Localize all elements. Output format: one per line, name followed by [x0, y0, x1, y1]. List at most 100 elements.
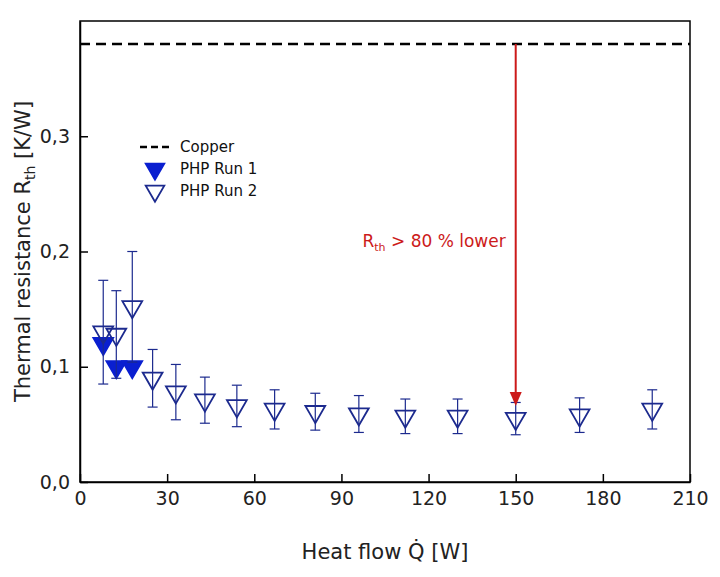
error-cap	[232, 426, 242, 427]
legend-swatch	[146, 164, 165, 180]
x-tick-label: 0	[74, 487, 86, 509]
point	[227, 400, 247, 417]
x-tick: 120	[411, 474, 447, 509]
error-cap	[232, 385, 242, 386]
x-tick-label: 210	[672, 487, 708, 509]
marker	[506, 413, 526, 430]
point	[106, 329, 126, 346]
x-tick-mark	[167, 474, 169, 482]
text-part: > 80 % lower	[386, 231, 506, 251]
error-cap	[270, 389, 280, 390]
legend-label: PHP Run 2	[180, 182, 257, 200]
arrow-head	[510, 392, 522, 406]
text-part: R	[362, 231, 374, 251]
legend-swatch	[146, 186, 165, 202]
marker	[122, 361, 142, 378]
marker	[395, 411, 415, 428]
error-cap	[270, 428, 280, 429]
x-tick: 150	[498, 474, 534, 509]
chart: 0 30 60 90 120 150 180 210 0,0 0,1 0,2 0,3 Heat flow…	[0, 0, 720, 577]
error-cap	[400, 398, 410, 399]
error-cap	[148, 406, 158, 407]
legend: Copper PHP Run 1 PHP Run 2	[140, 138, 257, 202]
point	[143, 373, 163, 390]
error-cap	[575, 432, 585, 433]
point	[349, 408, 369, 425]
legend-label: Copper	[180, 138, 235, 156]
point	[265, 404, 285, 421]
y-tick-label: 0,3	[40, 125, 70, 147]
legend-item: PHP Run 2	[146, 182, 258, 202]
x-tick-mark	[254, 474, 256, 482]
x-axis-title: Heat flow Q̇ [W]	[302, 539, 469, 564]
x-tick-label: 30	[156, 487, 180, 509]
marker	[349, 408, 369, 425]
plot-area	[80, 44, 690, 435]
legend-swatch	[140, 146, 170, 149]
error-cap	[400, 433, 410, 434]
annotation-text: Rth > 80 % lower	[362, 231, 505, 254]
marker	[570, 409, 590, 426]
y-tick-label: 0,2	[40, 240, 70, 262]
error-cap	[354, 432, 364, 433]
marker	[305, 406, 325, 423]
error-cap	[111, 378, 121, 379]
x-tick: 60	[243, 474, 267, 509]
error-cap	[200, 377, 210, 378]
y-tick-label: 0,1	[40, 355, 70, 377]
error-cap	[354, 395, 364, 396]
error-cap	[98, 280, 108, 281]
point	[642, 404, 662, 421]
point	[166, 386, 186, 403]
legend-marker	[146, 186, 165, 202]
point	[122, 301, 142, 318]
marker	[166, 386, 186, 403]
x-axis: 0 30 60 90 120 150 180 210	[74, 474, 708, 509]
subscript: th	[22, 166, 38, 180]
x-tick: 30	[156, 474, 180, 509]
y-tick-mark	[80, 482, 88, 484]
x-tick: 90	[330, 474, 354, 509]
y-tick: 0,1	[40, 355, 88, 377]
point	[305, 406, 325, 423]
series	[93, 252, 662, 435]
reference-line	[80, 43, 690, 46]
marker	[227, 400, 247, 417]
legend-item: Copper	[140, 138, 235, 156]
x-tick: 180	[585, 474, 621, 509]
y-tick-label: 0,0	[40, 471, 70, 493]
y-tick-mark	[80, 251, 88, 253]
x-tick-mark	[690, 474, 692, 482]
plot-frame	[80, 21, 690, 482]
error-cap	[171, 364, 181, 365]
error-cap	[310, 393, 320, 394]
x-tick-label: 150	[498, 487, 534, 509]
x-axis-line	[81, 482, 691, 484]
error-cap	[148, 349, 158, 350]
x-tick-label: 60	[243, 487, 267, 509]
legend-label: PHP Run 1	[180, 160, 257, 178]
error-cap	[127, 362, 137, 363]
arrow-shaft	[515, 44, 517, 394]
y-tick: 0,3	[40, 125, 88, 147]
marker	[195, 394, 215, 411]
subscript: th	[374, 241, 385, 254]
point	[506, 413, 526, 430]
x-tick-mark	[603, 474, 605, 482]
legend-item: PHP Run 1	[146, 160, 258, 180]
point	[395, 411, 415, 428]
error-cap	[575, 397, 585, 398]
point	[195, 394, 215, 411]
x-tick-label: 180	[585, 487, 621, 509]
error-cap	[171, 419, 181, 420]
y-tick: 0,0	[40, 471, 88, 493]
annotation-arrow	[510, 44, 522, 406]
text-part: [K/W]	[11, 101, 35, 166]
point	[448, 411, 468, 428]
x-tick-mark	[428, 474, 430, 482]
x-tick: 210	[672, 474, 708, 509]
error-cap	[511, 434, 521, 435]
marker	[265, 404, 285, 421]
y-tick: 0,2	[40, 240, 88, 262]
marker	[448, 411, 468, 428]
